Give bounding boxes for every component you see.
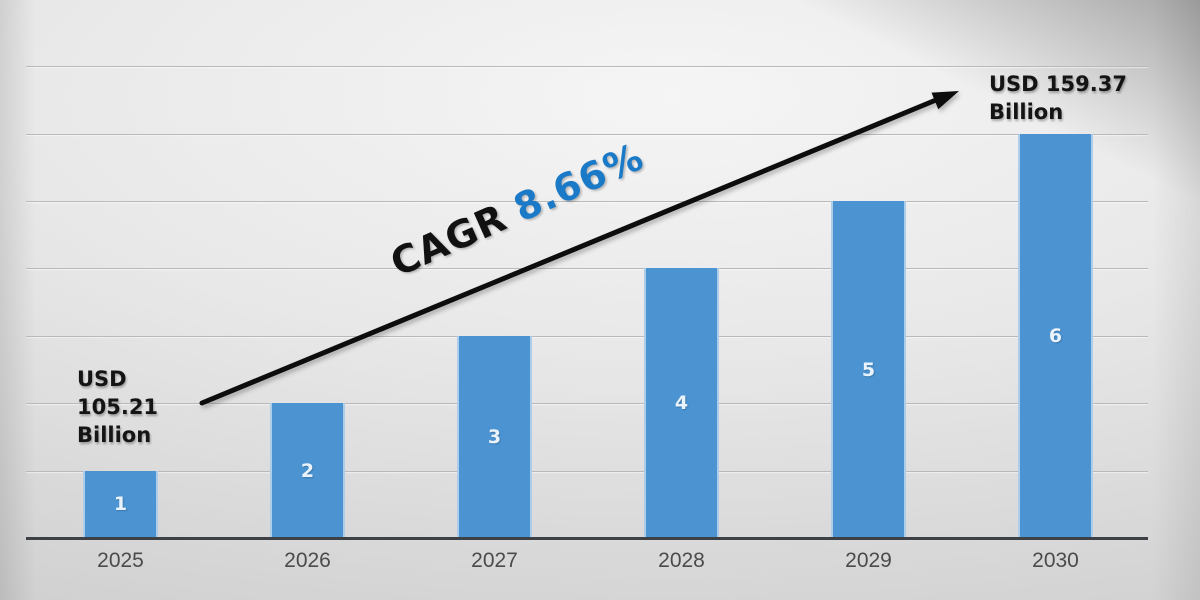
gridline	[26, 335, 1148, 337]
bar-value-label: 2	[300, 459, 315, 482]
bar-value-label: 6	[1048, 324, 1063, 347]
bar-2030: 6	[1018, 133, 1093, 538]
bar-2028: 4	[644, 268, 719, 538]
bar-value-label: 5	[861, 358, 876, 381]
bar-value-label: 1	[113, 493, 128, 516]
gridline	[26, 133, 1148, 135]
x-axis-label-2028: 2028	[658, 549, 705, 572]
gridline	[26, 403, 1148, 405]
gridline	[26, 66, 1148, 68]
bar-2029: 5	[831, 201, 906, 538]
x-axis-label-2025: 2025	[97, 549, 144, 572]
x-axis-line	[26, 537, 1148, 540]
x-axis-label-2027: 2027	[471, 549, 518, 572]
bar-2025: 1	[83, 470, 158, 538]
bar-value-label: 3	[487, 425, 502, 448]
bar-2026: 2	[270, 403, 345, 538]
bar-value-label: 4	[674, 392, 689, 415]
x-axis-label-2029: 2029	[845, 549, 892, 572]
gridline	[26, 268, 1148, 270]
gridline	[26, 470, 1148, 472]
bar-2027: 3	[457, 335, 532, 538]
x-axis-label-2030: 2030	[1032, 549, 1079, 572]
x-axis-label-2026: 2026	[284, 549, 331, 572]
start-value-label: USD 105.21 Billion	[77, 367, 159, 447]
end-value-label: USD 159.37 Billion	[989, 72, 1127, 124]
